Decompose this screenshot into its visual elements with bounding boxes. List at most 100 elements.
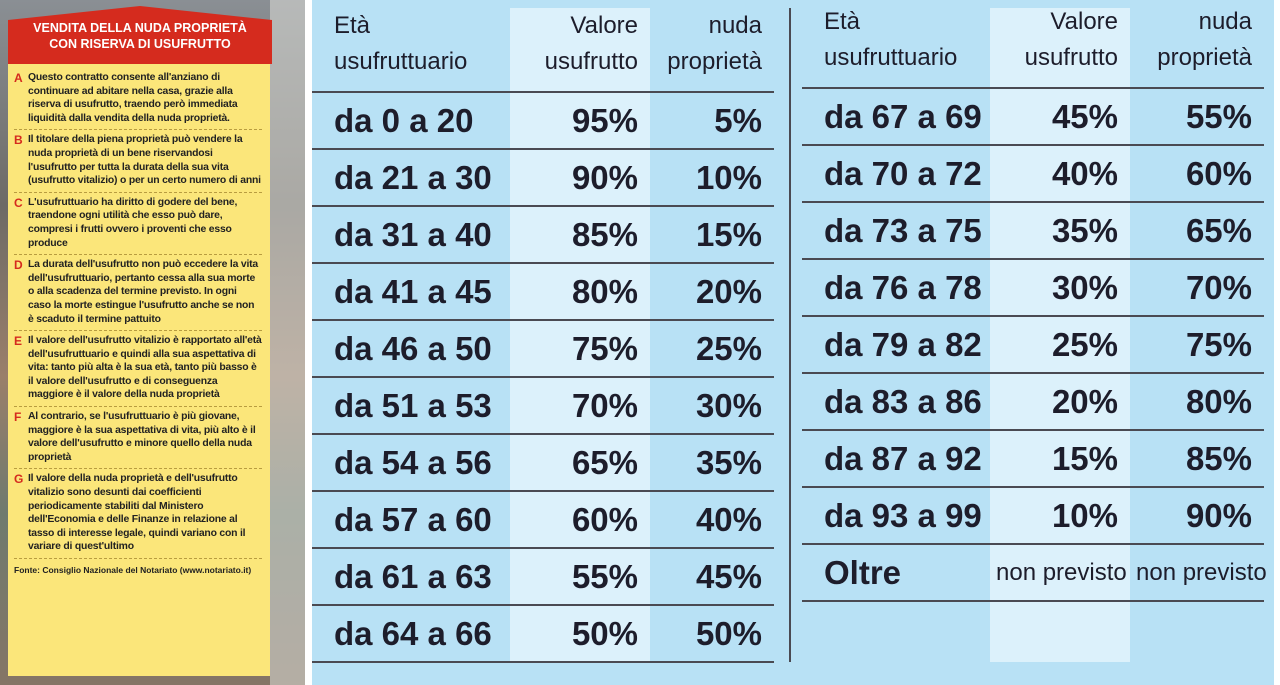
table-cell: 5%	[714, 102, 762, 139]
table-cell: 45%	[1051, 98, 1118, 135]
table-cell: 60%	[571, 501, 638, 538]
item-text: Il titolare della piena proprietà può ve…	[28, 134, 261, 187]
table-cell: 70%	[571, 387, 638, 424]
table-cell: 60%	[1185, 155, 1252, 192]
table-cell: 90%	[1185, 497, 1252, 534]
table-cell: 55%	[571, 558, 638, 595]
row-separator	[802, 372, 1264, 374]
table-cell: da 76 a 78	[824, 269, 982, 306]
table-cell: non previsto	[996, 559, 1127, 586]
table-cell: da 64 a 66	[334, 615, 492, 652]
row-separator	[312, 262, 774, 264]
info-item: E Il valore dell'usufrutto vitalizio è ra…	[14, 331, 262, 408]
item-letter: C	[14, 195, 23, 210]
item-list: A Questo contratto consente all'anziano d…	[14, 68, 262, 559]
row-separator	[802, 201, 1264, 203]
highlight-column	[990, 8, 1130, 662]
item-text: Questo contratto consente all'anziano di…	[28, 72, 238, 124]
row-separator	[312, 604, 774, 606]
table-cell: da 73 a 75	[824, 212, 982, 249]
table-divider	[789, 8, 791, 662]
table-cell: 90%	[571, 159, 638, 196]
table-cell: da 70 a 72	[824, 155, 982, 192]
table-cell: 25%	[1051, 326, 1118, 363]
column-header: Valore usufrutto	[1024, 8, 1118, 71]
item-letter: D	[14, 258, 23, 273]
table-cell: non previsto	[1136, 559, 1267, 586]
table-cell: 25%	[695, 330, 762, 367]
table-cell: 80%	[571, 273, 638, 310]
table-cell: 50%	[571, 615, 638, 652]
table-cell: da 79 a 82	[824, 326, 982, 363]
row-separator	[802, 87, 1264, 89]
table-cell: 70%	[1185, 269, 1252, 306]
row-separator	[802, 543, 1264, 545]
table-cell: da 87 a 92	[824, 440, 982, 477]
table-cell: 35%	[1051, 212, 1118, 249]
table-cell: 10%	[695, 159, 762, 196]
column-header: Età usufruttuario	[824, 8, 958, 71]
table-cell: da 51 a 53	[334, 387, 492, 424]
info-panel: VENDITA DELLA NUDA PROPRIETÀ CON RISERVA…	[0, 0, 305, 685]
table-cell: da 93 a 99	[824, 497, 982, 534]
table-cell: 95%	[571, 102, 638, 139]
table-cell: 20%	[1051, 383, 1118, 420]
table-cell: 40%	[1051, 155, 1118, 192]
column-header: nuda proprietà	[667, 12, 762, 75]
table-cell: 30%	[1051, 269, 1118, 306]
table-cell: 15%	[695, 216, 762, 253]
table-cell: da 41 a 45	[334, 273, 492, 310]
row-separator	[312, 91, 774, 93]
info-item: G Il valore della nuda proprietà e dell'u…	[14, 469, 262, 559]
row-separator	[802, 315, 1264, 317]
item-letter: A	[14, 71, 23, 85]
table-cell: 85%	[1185, 440, 1252, 477]
row-separator	[312, 148, 774, 150]
table-cell: 15%	[1051, 440, 1118, 477]
info-item: A Questo contratto consente all'anziano d…	[14, 68, 262, 131]
item-text: L'usufruttuario ha diritto di godere del…	[28, 196, 238, 249]
info-item: B Il titolare della piena proprietà può v…	[14, 130, 262, 193]
table-cell: da 0 a 20	[334, 102, 474, 139]
table-cell: da 61 a 63	[334, 558, 492, 595]
item-text: La durata dell'usufrutto non può ecceder…	[28, 259, 258, 325]
row-separator	[312, 319, 774, 321]
tables-area: Età usufruttuario Valore usufrutto nuda pr…	[312, 0, 1274, 685]
table-cell: da 67 a 69	[824, 98, 982, 135]
info-item: C L'usufruttuario ha diritto di godere de…	[14, 193, 262, 256]
row-separator	[802, 600, 1264, 602]
background-building	[270, 0, 305, 685]
table-cell: 75%	[571, 330, 638, 367]
item-letter: E	[14, 334, 23, 349]
row-separator	[312, 547, 774, 549]
info-item: D La durata dell'usufrutto non può eccede…	[14, 255, 262, 332]
column-header: nuda proprietà	[1157, 8, 1252, 71]
row-separator	[802, 144, 1264, 146]
item-letter: B	[14, 133, 23, 148]
table-cell: da 57 a 60	[334, 501, 492, 538]
table-cell: da 83 a 86	[824, 383, 982, 420]
table-cell: 30%	[695, 387, 762, 424]
item-text: Il valore della nuda proprietà e dell'us…	[28, 473, 246, 553]
highlight-column	[510, 8, 650, 662]
table-cell: 45%	[695, 558, 762, 595]
table-cell: 10%	[1051, 497, 1118, 534]
item-letter: G	[14, 472, 24, 487]
info-box: A Questo contratto consente all'anziano d…	[8, 64, 270, 676]
table-cell: da 31 a 40	[334, 216, 492, 253]
table-cell: 65%	[571, 444, 638, 481]
row-separator	[802, 486, 1264, 488]
table-cell: 80%	[1185, 383, 1252, 420]
table-cell: da 54 a 56	[334, 444, 492, 481]
row-separator	[802, 258, 1264, 260]
source-note: Fonte: Consiglio Nazionale del Notariato…	[14, 565, 252, 575]
column-header: Età usufruttuario	[334, 12, 468, 75]
row-separator	[802, 429, 1264, 431]
item-text: Al contrario, se l'usufruttuario è più g…	[28, 411, 256, 463]
info-item: F Al contrario, se l'usufruttuario è più …	[14, 407, 262, 470]
table-cell: 50%	[695, 615, 762, 652]
item-text: Il valore dell'usufrutto vitalizio è rap…	[28, 335, 262, 401]
table-cell: Oltre	[824, 554, 902, 591]
row-separator	[312, 433, 774, 435]
